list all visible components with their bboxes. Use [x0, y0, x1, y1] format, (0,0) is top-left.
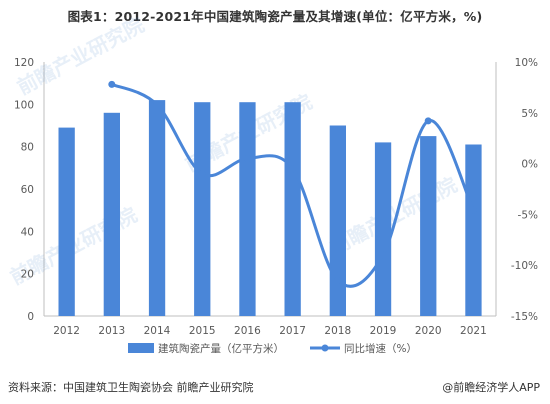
bar-2019 — [374, 142, 392, 316]
growth-point-2016 — [243, 155, 251, 162]
right-tick-label: 10% — [515, 57, 538, 69]
growth-point-2013 — [108, 80, 116, 88]
right-tick-label: -15% — [511, 311, 538, 323]
x-tick-label: 2013 — [98, 325, 125, 337]
source-note: 资料来源：中国建筑卫生陶瓷协会 前瞻产业研究院 — [8, 381, 254, 394]
right-tick-label: 5% — [521, 108, 538, 120]
bar-2013 — [103, 112, 120, 316]
left-tick-label: 60 — [21, 184, 34, 196]
bar-2021 — [465, 144, 482, 316]
bars-layer — [58, 100, 482, 316]
legend: 建筑陶瓷产量（亿平方米） 同比增速（%） — [128, 342, 417, 355]
x-tick-label: 2015 — [189, 325, 216, 337]
x-tick-label: 2021 — [460, 325, 487, 337]
legend-line-label: 同比增速（%） — [344, 342, 417, 355]
svg-text:前瞻产业研究院: 前瞻产业研究院 — [326, 172, 461, 259]
left-tick-label: 120 — [14, 57, 34, 69]
left-tick-label: 40 — [21, 226, 34, 238]
right-tick-label: -5% — [518, 209, 538, 221]
left-tick-label: 100 — [14, 99, 34, 111]
growth-point-2017 — [289, 165, 297, 173]
x-tick-label: 2020 — [415, 325, 442, 337]
bar-2015 — [194, 102, 211, 316]
chart-title: 图表1：2012-2021年中国建筑陶瓷产量及其增速(单位：亿平方米，%) — [67, 9, 483, 24]
legend-bar-label: 建筑陶瓷产量（亿平方米） — [158, 342, 284, 355]
x-tick-label: 2012 — [53, 325, 80, 337]
legend-line-marker — [321, 344, 329, 352]
bar-2018 — [329, 125, 346, 316]
x-tick-label: 2018 — [324, 325, 351, 337]
x-tick-label: 2017 — [279, 325, 306, 337]
x-tick-label: 2019 — [370, 325, 397, 337]
x-tick-label: 2016 — [234, 325, 261, 337]
bar-2016 — [239, 102, 256, 316]
right-tick-label: 0% — [521, 159, 538, 171]
ticks-layer: 0 20 40 60 80 100 120 -15% -10% -5% 0% 5% 10% 2012 201… — [14, 57, 538, 337]
growth-point-2018 — [334, 276, 342, 284]
left-tick-label: 80 — [21, 142, 34, 154]
brand-credit: @前瞻经济学人APP — [442, 381, 540, 394]
right-tick-label: -10% — [511, 260, 538, 272]
growth-line — [111, 82, 475, 288]
growth-point-2015 — [198, 170, 206, 178]
growth-point-2014 — [153, 101, 161, 109]
growth-point-2021 — [469, 206, 477, 214]
bar-2017 — [284, 102, 301, 316]
bar-2020 — [420, 136, 437, 316]
left-tick-label: 0 — [27, 311, 34, 323]
line-layer — [108, 80, 477, 288]
bar-2012 — [58, 127, 75, 316]
legend-bar-swatch — [128, 343, 154, 353]
left-tick-label: 20 — [21, 269, 34, 281]
x-tick-label: 2014 — [144, 325, 171, 337]
svg-text:前瞻产业研究院: 前瞻产业研究院 — [13, 12, 148, 99]
growth-point-2020 — [424, 117, 432, 125]
growth-point-2019 — [379, 251, 387, 259]
bar-2014 — [148, 100, 166, 316]
